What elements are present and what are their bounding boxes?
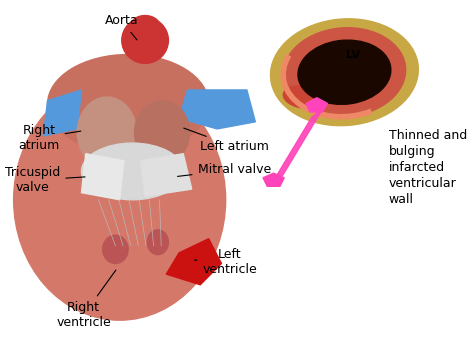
Ellipse shape xyxy=(77,97,137,168)
Polygon shape xyxy=(82,154,124,200)
Polygon shape xyxy=(141,154,192,196)
Ellipse shape xyxy=(103,235,128,263)
Text: Thinned and
bulging
infarcted
ventricular
wall: Thinned and bulging infarcted ventricula… xyxy=(389,129,467,206)
Text: Right
atrium: Right atrium xyxy=(18,124,81,152)
Ellipse shape xyxy=(122,17,168,64)
Text: Tricuspid
valve: Tricuspid valve xyxy=(5,166,85,194)
Ellipse shape xyxy=(130,16,160,37)
Ellipse shape xyxy=(147,230,168,255)
Text: Left
ventricle: Left ventricle xyxy=(194,248,257,276)
Polygon shape xyxy=(273,110,322,183)
Ellipse shape xyxy=(283,28,406,117)
Polygon shape xyxy=(43,90,82,136)
Text: Mitral valve: Mitral valve xyxy=(178,163,271,176)
Text: Aorta: Aorta xyxy=(105,14,138,40)
Polygon shape xyxy=(166,239,221,285)
Ellipse shape xyxy=(283,86,321,108)
Polygon shape xyxy=(263,173,284,186)
Ellipse shape xyxy=(271,19,419,126)
Ellipse shape xyxy=(298,40,391,104)
Polygon shape xyxy=(179,90,255,129)
Ellipse shape xyxy=(135,101,190,164)
Ellipse shape xyxy=(82,143,183,200)
Text: Right
ventricle: Right ventricle xyxy=(56,270,116,329)
Polygon shape xyxy=(306,98,328,112)
Ellipse shape xyxy=(47,55,209,154)
Ellipse shape xyxy=(14,79,226,320)
Text: LV: LV xyxy=(346,50,360,60)
Text: Left atrium: Left atrium xyxy=(184,128,269,153)
